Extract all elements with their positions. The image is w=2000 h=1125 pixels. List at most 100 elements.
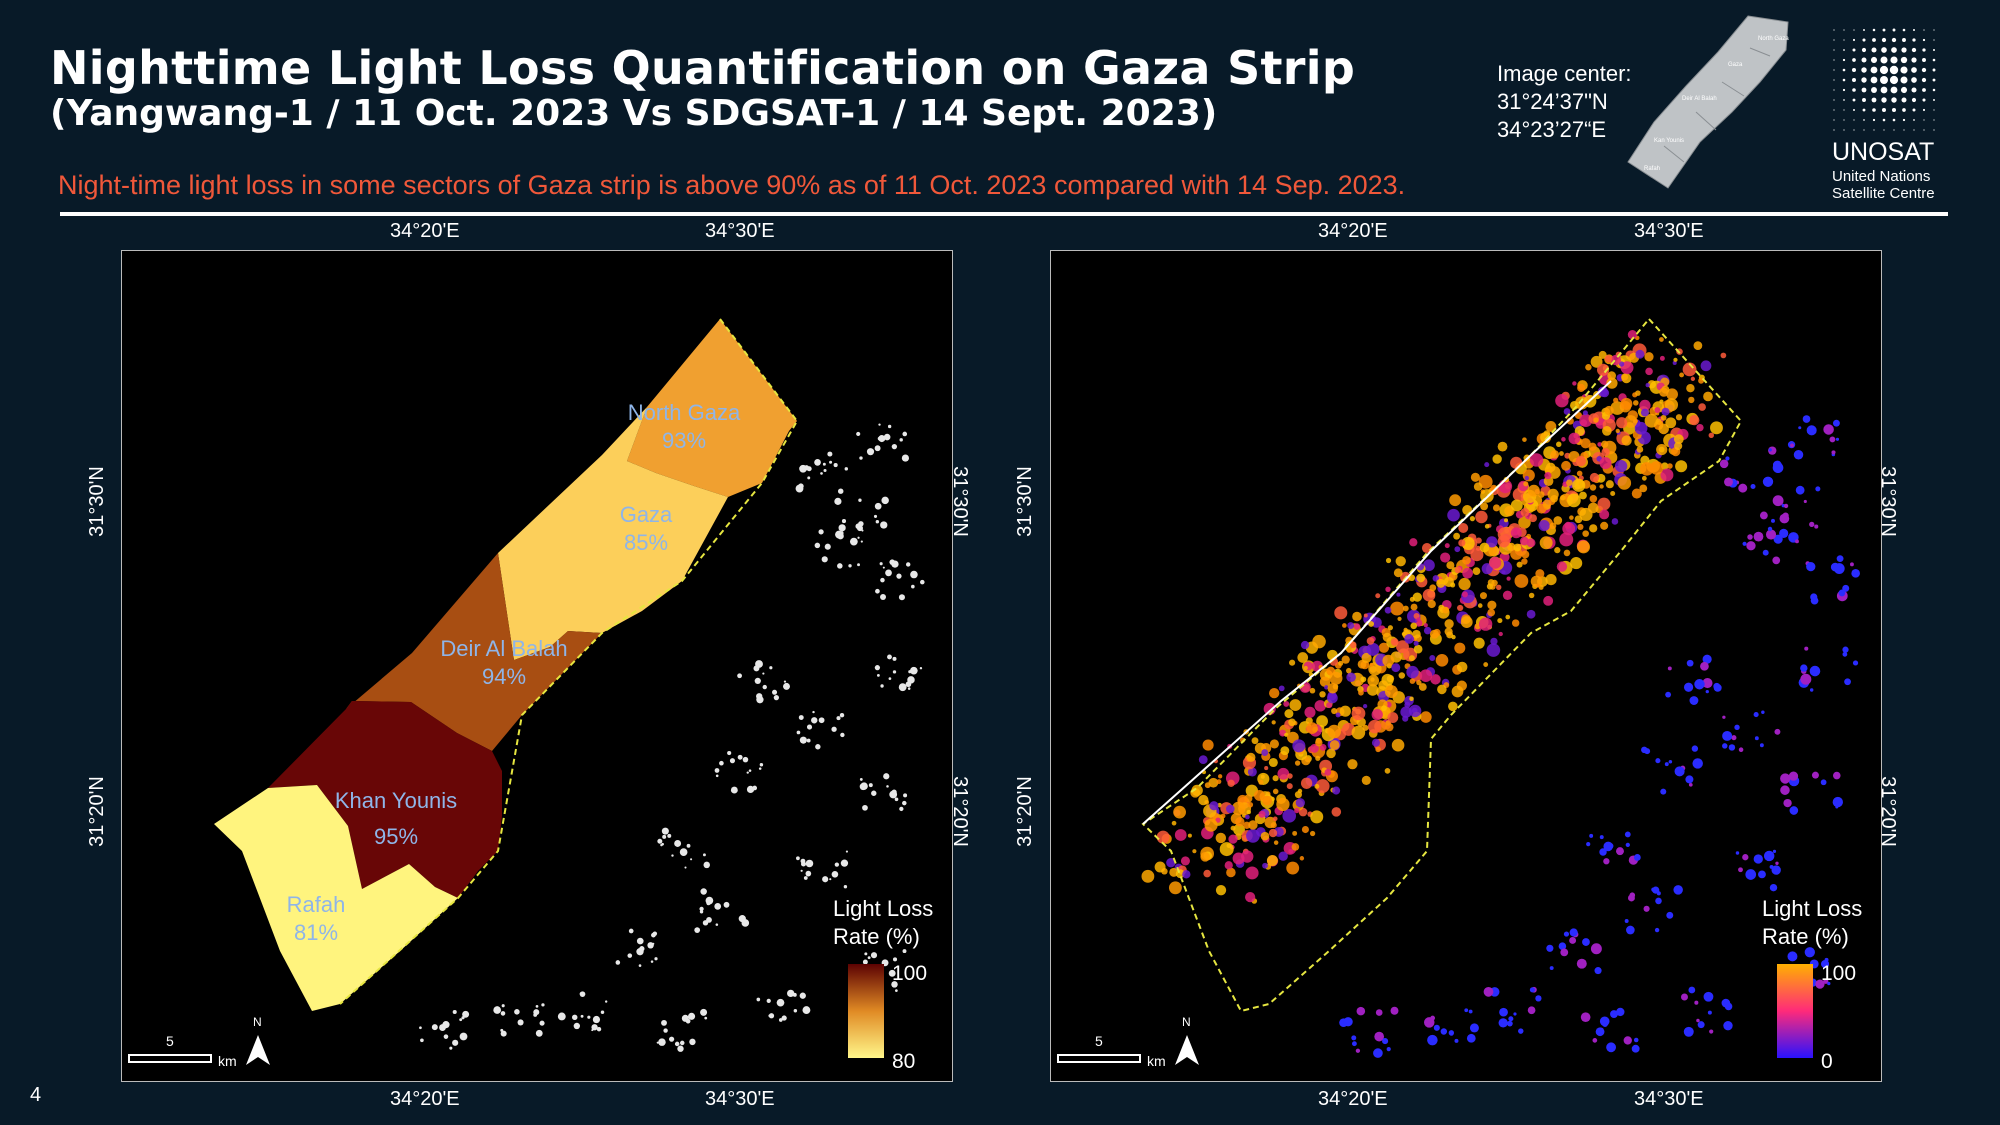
logo-dot [1890,86,1898,94]
logo-dot [1933,119,1935,121]
city-light [799,736,807,744]
region-north-gaza[interactable] [627,319,797,497]
legend-title: Light Loss Rate (%) [1762,895,1862,951]
low-loss-pixel [1586,841,1591,847]
city-light [541,1003,545,1007]
light-loss-pixel [1675,414,1683,421]
logo-dot [1842,78,1846,82]
low-loss-pixel [1696,1018,1700,1023]
city-light [848,564,852,568]
city-light [754,677,761,685]
light-loss-pixel [1324,769,1332,776]
light-loss-pixel [1644,352,1654,362]
low-loss-pixel [1745,869,1757,880]
logo-dot [1911,97,1917,103]
low-loss-pixel [1616,1007,1625,1017]
city-light [891,981,898,988]
region-khan-younis[interactable] [268,701,502,898]
low-loss-pixel [1527,1006,1536,1015]
logo-dot [1852,58,1856,62]
low-loss-pixel [1787,951,1798,962]
light-loss-pixel [1484,524,1490,529]
city-light [870,952,878,959]
low-loss-pixel [1762,549,1769,556]
city-light [699,910,704,914]
logo-dot [1871,47,1877,53]
light-loss-pixel [1469,516,1476,522]
low-loss-pixel [1721,998,1731,1008]
light-loss-pixel [1442,606,1450,614]
logo-dot [1911,57,1917,63]
light-loss-pixel [1690,376,1696,382]
logo-dot [1933,109,1935,111]
logo-dot [1863,119,1865,121]
low-loss-pixel [1769,883,1778,892]
region-name-rafah: Rafah [286,892,346,917]
logo-dot [1922,108,1926,112]
logo-dot [1902,38,1906,42]
light-loss-pixel [1341,655,1350,664]
low-loss-pixel [1774,728,1781,735]
city-light [662,834,667,839]
city-light [841,519,847,524]
light-loss-pixel [1606,377,1618,389]
page-title: Nighttime Light Loss Quantification on G… [50,41,1356,95]
city-light [535,1005,539,1008]
light-loss-pixel [1621,373,1629,381]
low-loss-pixel [1627,894,1635,902]
city-light [737,754,743,760]
light-loss-pixel [1326,748,1336,759]
light-loss-pixel [1247,767,1257,777]
light-loss-pixel [1597,497,1611,511]
low-loss-pixel [1560,948,1569,957]
light-loss-pixel [1529,453,1544,467]
sector-light-loss-map[interactable]: North Gaza 93% Gaza 85% Deir Al Balah 94… [121,250,953,1082]
light-loss-pixel [1292,739,1306,753]
city-light [756,997,761,1002]
low-loss-pixel [1483,986,1494,997]
city-light [864,952,868,956]
light-loss-pixel [1402,605,1409,612]
city-light [738,915,746,923]
city-light [903,793,908,798]
logo-dot [1891,37,1897,43]
light-loss-pixel [1361,775,1371,785]
city-light [596,1026,602,1032]
light-loss-pixel [1366,642,1380,656]
logo-dot [1882,118,1886,122]
light-loss-pixel [1384,685,1398,699]
light-loss-pixel [1349,641,1357,649]
city-light [580,1014,584,1018]
low-loss-pixel [1709,1029,1714,1034]
light-loss-pixel [1166,857,1176,868]
region-gaza[interactable] [498,407,728,660]
locator-label-gaza: Gaza [1728,62,1743,68]
light-loss-pixel [1470,472,1480,482]
light-loss-pixel [1527,484,1540,497]
low-loss-pixel [1643,905,1650,912]
light-loss-pixel [1269,739,1279,749]
light-loss-pixel [1277,767,1290,780]
light-loss-pixel [1203,869,1211,878]
logo-dot [1852,78,1856,82]
region-rafah[interactable] [214,785,458,1011]
low-loss-pixel [1624,919,1629,923]
region-deir-al-balah[interactable] [346,553,602,751]
light-loss-pixel [1253,789,1265,801]
city-light [868,783,873,788]
city-light [500,1030,507,1037]
light-loss-pixel [1566,479,1573,486]
city-light [419,1026,422,1030]
light-loss-pixel [1319,676,1331,688]
city-light [703,861,710,869]
region-label-deir-al-balah: Deir Al Balah 94% [404,635,604,691]
light-loss-pixel [1327,724,1341,739]
city-light [591,1024,598,1031]
light-loss-pixel [1409,678,1416,684]
low-loss-pixel [1688,986,1696,994]
logo-dot [1833,29,1835,31]
light-loss-pixel [1506,576,1511,581]
logo-dot [1843,109,1845,111]
pixel-light-loss-map[interactable]: Light Loss Rate (%) 100 0 5 km N [1050,250,1882,1082]
light-loss-pixel [1597,386,1608,397]
